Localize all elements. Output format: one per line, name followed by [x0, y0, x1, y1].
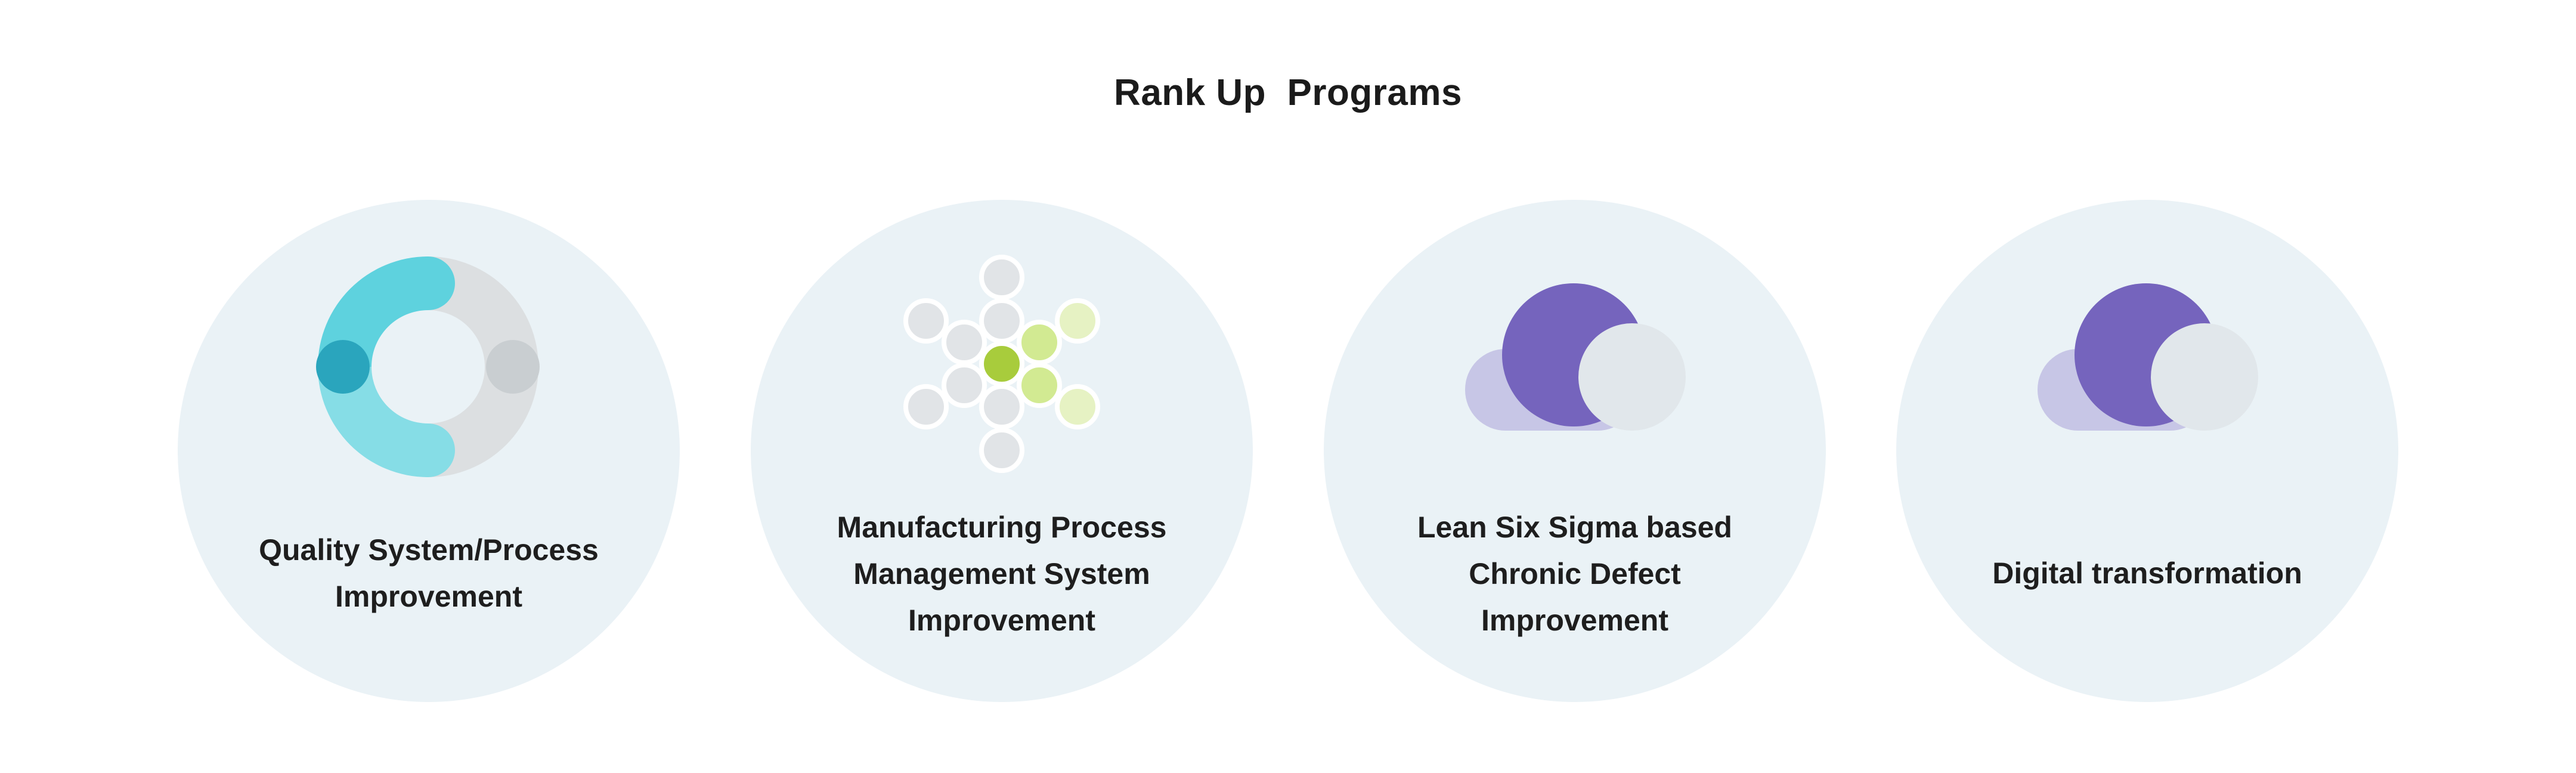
program-card-manufacturing-process[interactable]: Manufacturing Process Management System … [751, 200, 1253, 702]
page-title: Rank Up Programs [1114, 72, 1462, 113]
node-network-icon [903, 255, 1100, 473]
donut-ring-icon [316, 256, 540, 477]
cloud-bubbles-icon [1465, 283, 1686, 431]
program-label: Digital transformation [1992, 556, 2302, 590]
program-label: Lean Six Sigma based Chronic Defect Impr… [1417, 511, 1732, 637]
program-card-digital-transformation[interactable]: Digital transformation [1896, 200, 2398, 702]
cloud-bubbles-icon [2038, 283, 2258, 431]
program-card-quality-system[interactable]: Quality System/Process Improvement [178, 200, 680, 702]
program-label: Manufacturing Process Management System … [837, 511, 1167, 637]
program-label: Quality System/Process Improvement [259, 533, 599, 613]
program-card-lean-six-sigma[interactable]: Lean Six Sigma based Chronic Defect Impr… [1324, 200, 1826, 702]
